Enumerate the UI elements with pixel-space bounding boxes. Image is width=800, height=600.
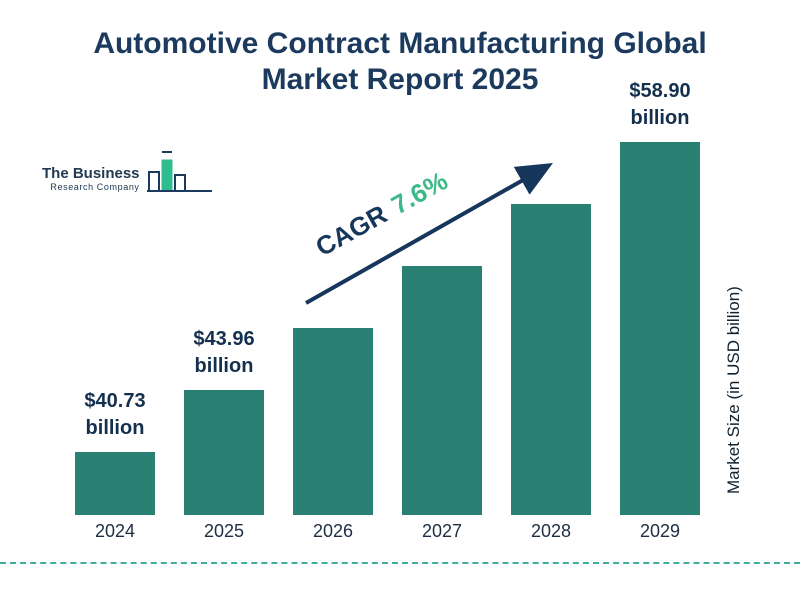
logo-text: The Business Research Company bbox=[42, 165, 140, 198]
bar bbox=[184, 390, 264, 515]
x-axis-label: 2026 bbox=[312, 521, 354, 541]
logo: The Business Research Company bbox=[42, 150, 216, 198]
logo-name-line2: Research Company bbox=[50, 182, 140, 192]
x-axis-label: 2029 bbox=[639, 521, 681, 541]
bottom-divider bbox=[0, 562, 800, 564]
bar bbox=[511, 204, 591, 515]
logo-bars-icon bbox=[146, 151, 212, 192]
bar bbox=[402, 266, 482, 515]
logo-name-line1: The Business bbox=[42, 165, 140, 182]
bar bbox=[75, 452, 155, 515]
x-axis-label: 2024 bbox=[94, 521, 136, 541]
x-axis-label: 2028 bbox=[530, 521, 572, 541]
x-axis-label: 2025 bbox=[203, 521, 245, 541]
bar-value-label: $43.96 billion bbox=[193, 328, 255, 377]
bar-value-label: $58.90 billion bbox=[629, 80, 691, 129]
y-axis-title: Market Size (in USD billion) bbox=[724, 286, 743, 494]
page-title: Automotive Contract Manufacturing Global… bbox=[93, 27, 707, 96]
x-axis-label: 2027 bbox=[421, 521, 463, 541]
bar bbox=[620, 142, 700, 515]
bar bbox=[293, 328, 373, 515]
bar-value-label: $40.73 billion bbox=[84, 390, 146, 439]
